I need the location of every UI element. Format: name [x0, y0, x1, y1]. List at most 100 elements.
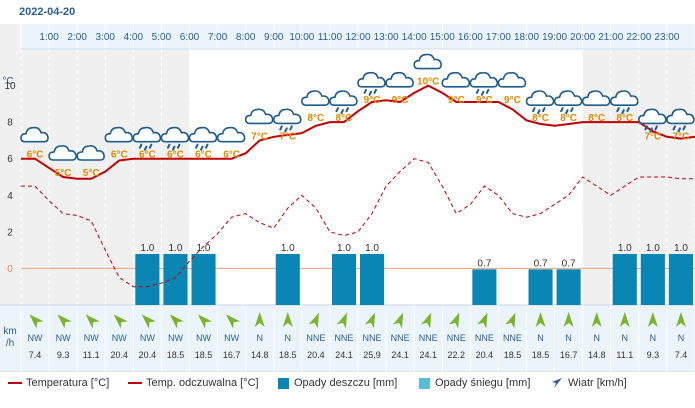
y-axis-band [0, 24, 21, 305]
wind-arrow-shape [647, 312, 658, 327]
wind-direction: NNE [334, 333, 353, 343]
rain-label: 1.0 [140, 243, 154, 254]
cloud-icon [497, 71, 527, 88]
cloud-icon [441, 71, 471, 88]
rain-bar [163, 254, 188, 305]
wind-arrow-shape [169, 314, 184, 329]
cloud-icon [385, 71, 414, 88]
wind-arrow-icon [282, 312, 293, 327]
raindrop [480, 90, 485, 96]
wind-arrow-shape [505, 312, 516, 329]
hour-label: 11:00 [318, 32, 343, 43]
raindrop [363, 88, 368, 94]
wind-arrow-icon [308, 312, 319, 329]
wind-arrow-shape [392, 312, 404, 329]
y-tick-label: 0 [7, 264, 13, 275]
raindrop [644, 125, 648, 131]
cloud-shape [160, 126, 190, 143]
icon-temp-label: 8°C [616, 113, 633, 124]
raindrop [626, 107, 630, 113]
y-tick-label: 8 [7, 118, 13, 129]
cloud-shape [216, 126, 246, 143]
wind-direction: NW [224, 333, 239, 343]
wind-arrow-shape [29, 314, 44, 329]
wind-direction: N [678, 333, 685, 343]
wind-direction: NW [112, 333, 127, 343]
wind-direction: N [565, 333, 572, 343]
wind-arrow-shape [282, 312, 293, 327]
rain-cloud-icon [666, 108, 695, 133]
rain-label: 1.0 [197, 243, 211, 254]
rain-cloud-icon [553, 90, 583, 115]
wind-arrow-shape [113, 314, 128, 329]
cloud-shape [525, 90, 555, 106]
icon-temp-label: 9°C [392, 95, 409, 106]
cloud-icon [20, 126, 49, 143]
wind-arrow-shape [57, 314, 72, 329]
cloud-icon [413, 53, 443, 70]
wind-arrow-icon [392, 312, 404, 329]
wind-direction: NW [56, 333, 71, 343]
wind-arrow-icon [57, 314, 72, 329]
wind-arrow-shape [591, 312, 602, 327]
wind-arrow-icon [336, 312, 348, 329]
raindrop [485, 88, 490, 94]
wind-speed: 18.5 [504, 350, 522, 360]
raindrop [166, 143, 171, 149]
wind-direction: NW [84, 333, 99, 343]
wind-speed: 18.5 [167, 350, 185, 360]
raindrop [176, 143, 181, 149]
legend-temperature: Temperatura [°C] [8, 377, 109, 391]
wind-direction: NW [28, 333, 43, 343]
cloud-shape [132, 126, 162, 143]
wind-arrow-shape [336, 312, 348, 329]
wind-arrow-icon [113, 314, 128, 329]
rain-cloud-icon [329, 90, 358, 115]
wind-direction: N [285, 333, 292, 343]
hour-label: 18:00 [514, 32, 539, 43]
wind-speed: 24.1 [335, 350, 353, 360]
hour-label: 10:00 [289, 32, 314, 43]
wind-speed: 14.8 [251, 350, 269, 360]
wind-arrow-icon [225, 314, 241, 329]
raindrop [138, 143, 143, 149]
wind-speed: 16.7 [560, 350, 578, 360]
hour-label: 8:00 [236, 32, 256, 43]
wind-speed: 16.7 [223, 350, 241, 360]
cloud-shape [104, 126, 134, 143]
wind-arrow-icon [197, 314, 213, 329]
wind-unit-label: km [3, 326, 16, 337]
wind-arrow-icon [85, 314, 100, 329]
hour-label: 21:00 [598, 32, 623, 43]
raindrop [200, 145, 204, 151]
wind-speed: 9.3 [647, 350, 660, 360]
y-tick-label: 6 [7, 154, 13, 165]
icon-temp-label: 9°C [364, 95, 381, 106]
raindrop [475, 88, 480, 94]
wind-arrow-icon [420, 312, 432, 329]
rain-cloud-icon [469, 71, 499, 96]
wind-direction: N [537, 333, 544, 343]
hour-label: 13:00 [374, 32, 399, 43]
icon-temp-label: 7°C [644, 131, 661, 142]
rain-label: 0.7 [534, 258, 548, 269]
cloud-shape [48, 145, 77, 161]
icon-temp-label: 8°C [588, 113, 605, 124]
wind-unit-label: /h [6, 338, 14, 349]
legend: Temperatura [°C] Temp. odczuwalna [°C] O… [0, 373, 695, 395]
wind-arrow-icon [254, 312, 265, 327]
cloud-shape [581, 90, 611, 106]
cloud-shape [329, 90, 358, 106]
raindrop [279, 125, 283, 131]
rain-label: 1.0 [169, 243, 183, 254]
wind-arrow-shape [619, 312, 630, 327]
rain-bar [360, 254, 385, 305]
raindrop [682, 125, 686, 131]
rain-cloud-icon [525, 90, 555, 115]
rain-label: 1.0 [281, 243, 295, 254]
raindrop [143, 145, 148, 151]
wind-arrow-icon [552, 378, 562, 389]
wind-speed: 14.8 [588, 350, 606, 360]
cloud-icon [76, 145, 106, 161]
icon-temp-label: 9°C [476, 95, 493, 106]
